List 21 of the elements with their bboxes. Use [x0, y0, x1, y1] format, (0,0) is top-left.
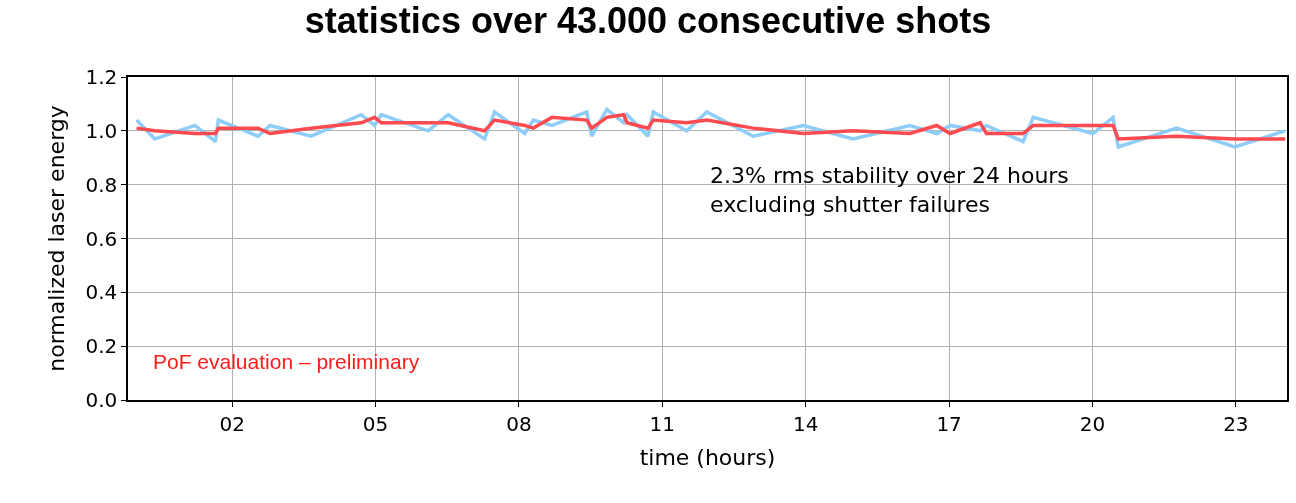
- x-tick-label: 05: [362, 411, 389, 436]
- y-tick-label: 0.8: [85, 172, 118, 197]
- x-tick-label: 11: [649, 411, 676, 436]
- line-series: [134, 112, 1287, 141]
- x-tick-label: 23: [1223, 411, 1249, 436]
- y-tick-label: 1.0: [85, 118, 118, 143]
- chart-title: statistics over 43.000 consecutive shots: [304, 0, 992, 41]
- x-tick-label: 02: [219, 411, 245, 436]
- x-axis-title: time (hours): [639, 445, 776, 471]
- y-tick-label: 0.4: [85, 280, 118, 305]
- x-tick-label: 14: [792, 411, 819, 436]
- y-tick-label: 0.2: [85, 334, 118, 359]
- annotation: PoF evaluation – preliminary: [153, 350, 420, 373]
- y-tick-label: 0.6: [85, 226, 118, 251]
- x-tick-label: 17: [936, 411, 962, 436]
- x-tick-label: 08: [506, 411, 532, 436]
- y-tick-label: 0.0: [85, 388, 118, 412]
- x-tick-label: 20: [1079, 411, 1106, 436]
- y-axis-title: normalized laser energy: [43, 105, 69, 372]
- y-tick-label: 1.2: [85, 65, 118, 89]
- annotation: 2.3% rms stability over 24 hours excluding shutter failures: [710, 163, 1069, 217]
